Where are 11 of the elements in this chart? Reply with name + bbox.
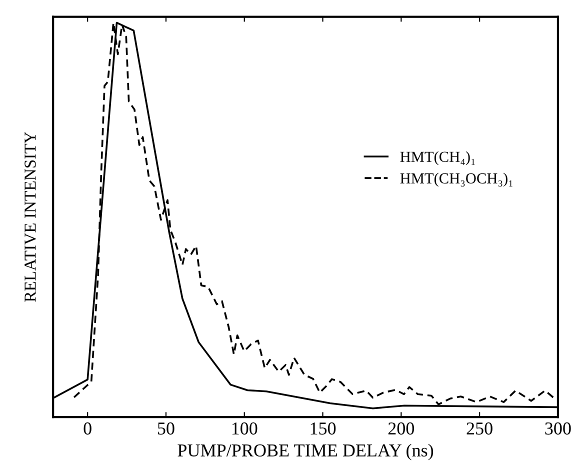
x-tick-label: 100 — [232, 422, 258, 435]
legend-label: HMT(CH₃OCH₃)₁ — [400, 172, 512, 187]
x-tick-label: 150 — [310, 422, 336, 435]
x-tick-label: 0 — [84, 422, 92, 435]
y-axis-title: RELATIVE INTENSITY — [24, 132, 36, 302]
x-tick-label: 200 — [388, 422, 414, 435]
legend-label: HMT(CH₄)₁ — [400, 151, 475, 166]
x-tick-label: 300 — [545, 422, 571, 435]
x-tick-label: 50 — [158, 422, 174, 435]
x-axis-title: PUMP/PROBE TIME DELAY (ns) — [178, 444, 434, 460]
x-tick-label: 250 — [466, 422, 492, 435]
